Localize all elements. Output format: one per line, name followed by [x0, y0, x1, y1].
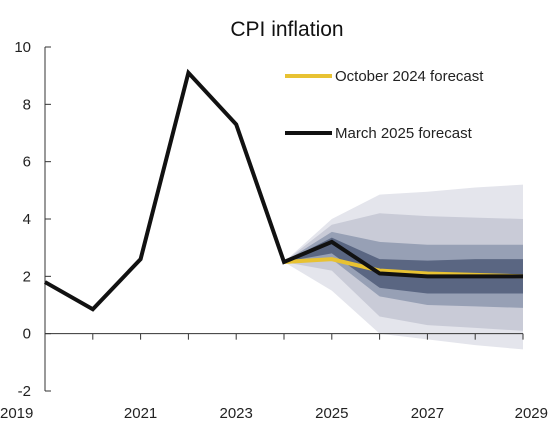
x-tick-label: 2027: [411, 405, 444, 422]
x-tick-label: 2021: [124, 405, 157, 422]
y-tick-label: 6: [23, 154, 31, 171]
x-tick-label: 2023: [220, 405, 253, 422]
chart-title: CPI inflation: [230, 18, 343, 41]
y-tick-label: 4: [23, 211, 31, 228]
y-tick-label: -2: [18, 383, 31, 400]
fan-chart-bands: [284, 184, 523, 350]
series-line-march-2025: [44, 68, 523, 312]
x-tick-label: 2025: [315, 405, 348, 422]
chart-axes: -2 0 2 4 6 8 10 2019 2021 2023 2025 2027 2029: [0, 39, 548, 422]
x-tick-label: 2019: [0, 405, 33, 422]
y-tick-label: 2: [23, 268, 31, 285]
legend-label-march-2025: March 2025 forecast: [335, 125, 473, 142]
x-tick-label: 2029: [515, 405, 548, 422]
chart-legend: October 2024 forecast March 2025 forecas…: [285, 68, 484, 142]
y-tick-label: 10: [14, 39, 31, 56]
y-tick-label: 0: [23, 326, 31, 343]
y-tick-label: 8: [23, 96, 31, 113]
legend-label-october-2024: October 2024 forecast: [335, 68, 484, 85]
series-lines: [44, 68, 524, 312]
